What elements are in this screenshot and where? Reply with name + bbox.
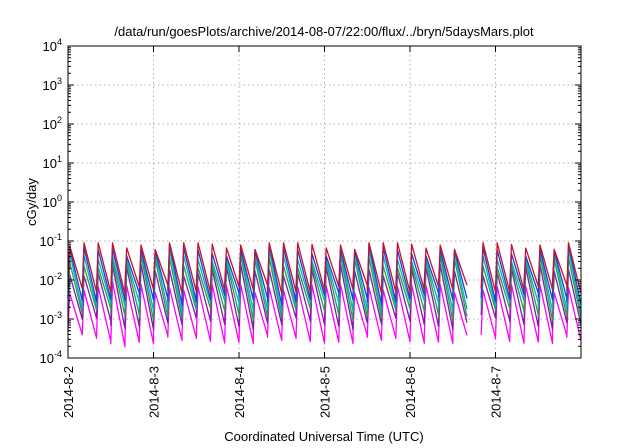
y-axis-label: cGy/day: [24, 178, 39, 226]
y-tick-label: 102: [43, 115, 62, 132]
y-tick-label: 10-3: [40, 310, 62, 327]
x-tick-label: 2014-8-4: [232, 366, 247, 418]
y-tick-label: 101: [43, 154, 62, 171]
y-tick-label: 10-1: [40, 232, 62, 249]
series-line: [67, 242, 582, 296]
y-tick-label: 104: [43, 37, 62, 54]
x-tick-label: 2014-8-3: [147, 366, 162, 418]
y-tick-label: 103: [43, 76, 62, 93]
y-tick-label: 10-2: [40, 271, 62, 288]
y-tick-label: 10-4: [40, 349, 62, 366]
chart-title: /data/run/goesPlots/archive/2014-08-07/2…: [114, 24, 534, 39]
y-tick-label: 100: [43, 193, 62, 210]
x-axis-label: Coordinated Universal Time (UTC): [224, 429, 423, 444]
x-tick-label: 2014-8-5: [318, 366, 333, 418]
series-group: [67, 242, 582, 348]
x-tick-label: 2014-8-6: [403, 366, 418, 418]
y-axis: 10-4 10-3 10-2 10-1 100 101 102 103 104: [40, 37, 581, 366]
x-axis: 2014-8-2 2014-8-3 2014-8-4 2014-8-5 2014-8-6…: [61, 46, 504, 418]
x-tick-label: 2014-8-2: [61, 366, 76, 418]
x-tick-label: 2014-8-7: [489, 366, 504, 418]
